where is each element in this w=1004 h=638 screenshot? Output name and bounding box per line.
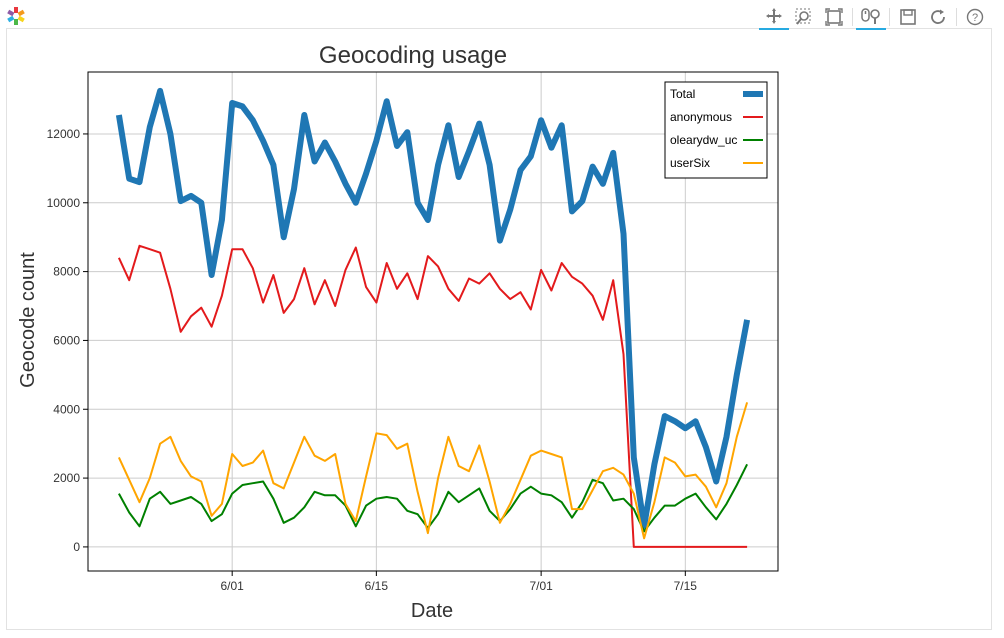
reset-icon (931, 9, 945, 24)
x-tick-label: 6/15 (365, 579, 389, 593)
legend-label-total: Total (670, 87, 695, 101)
box-zoom-icon (795, 8, 811, 25)
pan-tool[interactable] (759, 4, 789, 30)
y-tick-label: 4000 (53, 402, 80, 416)
y-tick-label: 10000 (47, 196, 81, 210)
zoom-fit-tool[interactable] (819, 4, 849, 30)
toolbar-separator (956, 8, 957, 26)
series-line-anonymous (117, 244, 748, 548)
plot-area (87, 71, 779, 572)
plot-frame (6, 28, 992, 630)
zoom-fit-icon (825, 8, 843, 26)
series-line-userSix (117, 402, 749, 540)
x-axis-label: Date (411, 600, 453, 622)
svg-text:?: ? (972, 12, 978, 24)
help-icon: ? (966, 8, 984, 26)
axis-ticks: 0 2000 4000 6000 8000 10000 12000 6/01 6/15 7/01 7… (47, 127, 698, 593)
legend-label-userSix: userSix (670, 156, 710, 170)
chart-title: Geocoding usage (319, 42, 507, 69)
y-tick-label: 2000 (53, 471, 80, 485)
toolbar-separator (852, 8, 853, 26)
y-axis-label: Geocode count (17, 252, 39, 388)
wheel-zoom-tool[interactable] (856, 4, 886, 30)
x-tick-label: 7/01 (529, 579, 553, 593)
legend-label-olearydw_uc: olearydw_uc (670, 133, 737, 147)
save-icon (900, 9, 916, 25)
y-tick-label: 6000 (53, 333, 80, 347)
plot-toolbar: ? (759, 4, 990, 30)
pan-icon (766, 8, 782, 24)
legend-label-anonymous: anonymous (670, 110, 732, 124)
help-tool[interactable]: ? (960, 4, 990, 30)
series-line-total (115, 87, 751, 530)
x-tick-label: 6/01 (220, 579, 244, 593)
save-tool[interactable] (893, 4, 923, 30)
reset-tool[interactable] (923, 4, 953, 30)
data-series (115, 87, 751, 548)
x-tick-label: 7/15 (674, 579, 698, 593)
legend: Total anonymous olearydw_uc userSix (664, 81, 768, 179)
y-tick-label: 0 (73, 540, 80, 554)
toolbar-separator (889, 8, 890, 26)
bokeh-logo-icon (6, 6, 26, 26)
wheel-zoom-icon (861, 8, 880, 24)
box-zoom-tool[interactable] (789, 4, 819, 30)
y-tick-label: 8000 (53, 265, 80, 279)
y-tick-label: 12000 (47, 127, 81, 141)
